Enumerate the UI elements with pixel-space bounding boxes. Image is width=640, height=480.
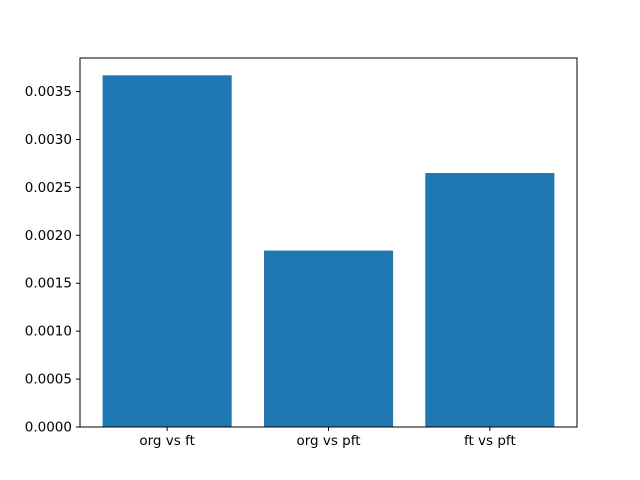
y-tick-label: 0.0010 <box>25 324 72 340</box>
bar-org-vs-pft <box>264 250 394 427</box>
bar-org-vs-ft <box>102 75 232 428</box>
y-tick-label: 0.0020 <box>25 228 72 244</box>
y-tick-label: 0.0025 <box>25 180 72 196</box>
y-tick-label: 0.0030 <box>25 132 72 148</box>
x-tick-label: ft vs pft <box>464 433 516 449</box>
bar-ft-vs-pft <box>425 173 555 427</box>
y-tick-label: 0.0015 <box>25 276 72 292</box>
x-tick-label: org vs ft <box>139 433 195 449</box>
y-tick-label: 0.0035 <box>25 84 72 100</box>
y-tick-label: 0.0005 <box>25 372 72 388</box>
y-tick-label: 0.0000 <box>25 420 72 436</box>
x-tick-label: org vs pft <box>296 433 360 449</box>
